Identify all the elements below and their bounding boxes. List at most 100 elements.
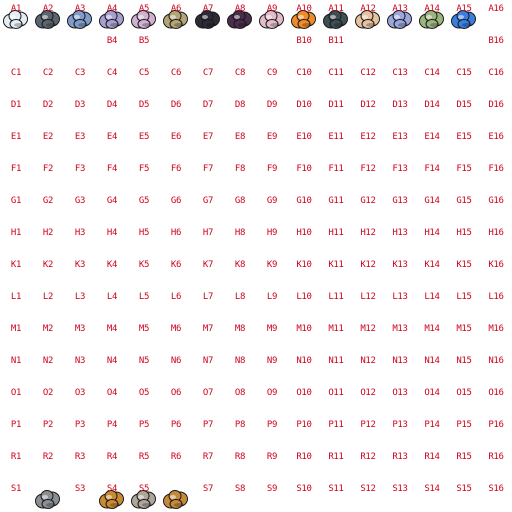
grid-cell-s6: [160, 480, 192, 512]
cell-label: L11: [328, 292, 344, 302]
grid-cell-c3: C3: [64, 64, 96, 96]
grid-cell-m10: M10: [288, 320, 320, 352]
grid-cell-f9: F9: [256, 160, 288, 192]
grid-cell-h4: H4: [96, 224, 128, 256]
grid-cell-f1: F1: [0, 160, 32, 192]
cell-label: P16: [488, 420, 504, 430]
grid-cell-e7: E7: [192, 128, 224, 160]
grid-cell-b11: B11: [320, 32, 352, 64]
cell-label: P13: [392, 420, 408, 430]
grid-cell-o8: O8: [224, 384, 256, 416]
grid-cell-e5: E5: [128, 128, 160, 160]
cell-label: E9: [266, 132, 278, 142]
grid-cell-h14: H14: [416, 224, 448, 256]
grid-cell-h15: H15: [448, 224, 480, 256]
cell-label: E10: [296, 132, 312, 142]
grid-cell-n11: N11: [320, 352, 352, 384]
grid-cell-s14: S14: [416, 480, 448, 512]
cell-label: D1: [10, 100, 22, 110]
grid-cell-n12: N12: [352, 352, 384, 384]
cell-label: B4: [106, 36, 118, 46]
cell-label: F5: [138, 164, 150, 174]
cell-label: B5: [138, 36, 150, 46]
cell-label: R11: [328, 452, 344, 462]
cell-label: R15: [456, 452, 472, 462]
grid-cell-o7: O7: [192, 384, 224, 416]
cell-label: M7: [202, 324, 214, 334]
grid-cell-r11: R11: [320, 448, 352, 480]
cell-label: O7: [202, 388, 214, 398]
grid-cell-b1: [0, 32, 32, 64]
grid-cell-n4: N4: [96, 352, 128, 384]
cell-label: C15: [456, 68, 472, 78]
cell-label: O4: [106, 388, 118, 398]
grid-cell-r2: R2: [32, 448, 64, 480]
grid-cell-h12: H12: [352, 224, 384, 256]
grid-cell-b16: B16: [480, 32, 512, 64]
cell-label: D4: [106, 100, 118, 110]
cell-label: D6: [170, 100, 182, 110]
grid-cell-f4: F4: [96, 160, 128, 192]
cell-label: S3: [74, 484, 86, 494]
rock-sprite: [227, 10, 252, 29]
rock-sprite: [387, 10, 412, 29]
grid-cell-l3: L3: [64, 288, 96, 320]
grid-cell-c2: C2: [32, 64, 64, 96]
cell-label: L9: [266, 292, 278, 302]
rock-sprite: [451, 10, 476, 29]
cell-label: D12: [360, 100, 376, 110]
cell-label: R3: [74, 452, 86, 462]
grid-cell-s4: S4: [96, 480, 128, 512]
grid-cell-a15: A15: [448, 0, 480, 32]
grid-cell-p5: P5: [128, 416, 160, 448]
cell-label: P12: [360, 420, 376, 430]
grid-cell-s11: S11: [320, 480, 352, 512]
grid-cell-l11: L11: [320, 288, 352, 320]
grid-cell-d9: D9: [256, 96, 288, 128]
grid-cell-n16: N16: [480, 352, 512, 384]
cell-label: G16: [488, 196, 504, 206]
rock-sprite: [35, 490, 60, 509]
cell-label: K4: [106, 260, 118, 270]
grid-cell-r6: R6: [160, 448, 192, 480]
grid-cell-d12: D12: [352, 96, 384, 128]
grid-cell-n13: N13: [384, 352, 416, 384]
cell-label: D16: [488, 100, 504, 110]
cell-label: M1: [10, 324, 22, 334]
cell-label: H4: [106, 228, 118, 238]
cell-label: E3: [74, 132, 86, 142]
grid-cell-m13: M13: [384, 320, 416, 352]
grid-cell-k9: K9: [256, 256, 288, 288]
grid-cell-p7: P7: [192, 416, 224, 448]
grid-cell-k16: K16: [480, 256, 512, 288]
grid-cell-h2: H2: [32, 224, 64, 256]
cell-label: F16: [488, 164, 504, 174]
cell-label: G14: [424, 196, 440, 206]
grid-cell-r13: R13: [384, 448, 416, 480]
rock-sprite: [291, 10, 316, 29]
cell-label: S11: [328, 484, 344, 494]
rock-sprite: [131, 10, 156, 29]
cell-label: E16: [488, 132, 504, 142]
cell-label: S14: [424, 484, 440, 494]
grid-cell-c14: C14: [416, 64, 448, 96]
cell-label: D9: [266, 100, 278, 110]
cell-label: L8: [234, 292, 246, 302]
grid-cell-f16: F16: [480, 160, 512, 192]
rock-sprite: [323, 10, 348, 29]
cell-label: O11: [328, 388, 344, 398]
grid-cell-d4: D4: [96, 96, 128, 128]
grid-cell-g8: G8: [224, 192, 256, 224]
grid-cell-a14: A14: [416, 0, 448, 32]
cell-label: F1: [10, 164, 22, 174]
grid-cell-a5: A5: [128, 0, 160, 32]
cell-label: F8: [234, 164, 246, 174]
cell-label: D11: [328, 100, 344, 110]
cell-label: G13: [392, 196, 408, 206]
grid-cell-r7: R7: [192, 448, 224, 480]
cell-label: M15: [456, 324, 472, 334]
grid-cell-o5: O5: [128, 384, 160, 416]
cell-label: G1: [10, 196, 22, 206]
cell-label: R13: [392, 452, 408, 462]
